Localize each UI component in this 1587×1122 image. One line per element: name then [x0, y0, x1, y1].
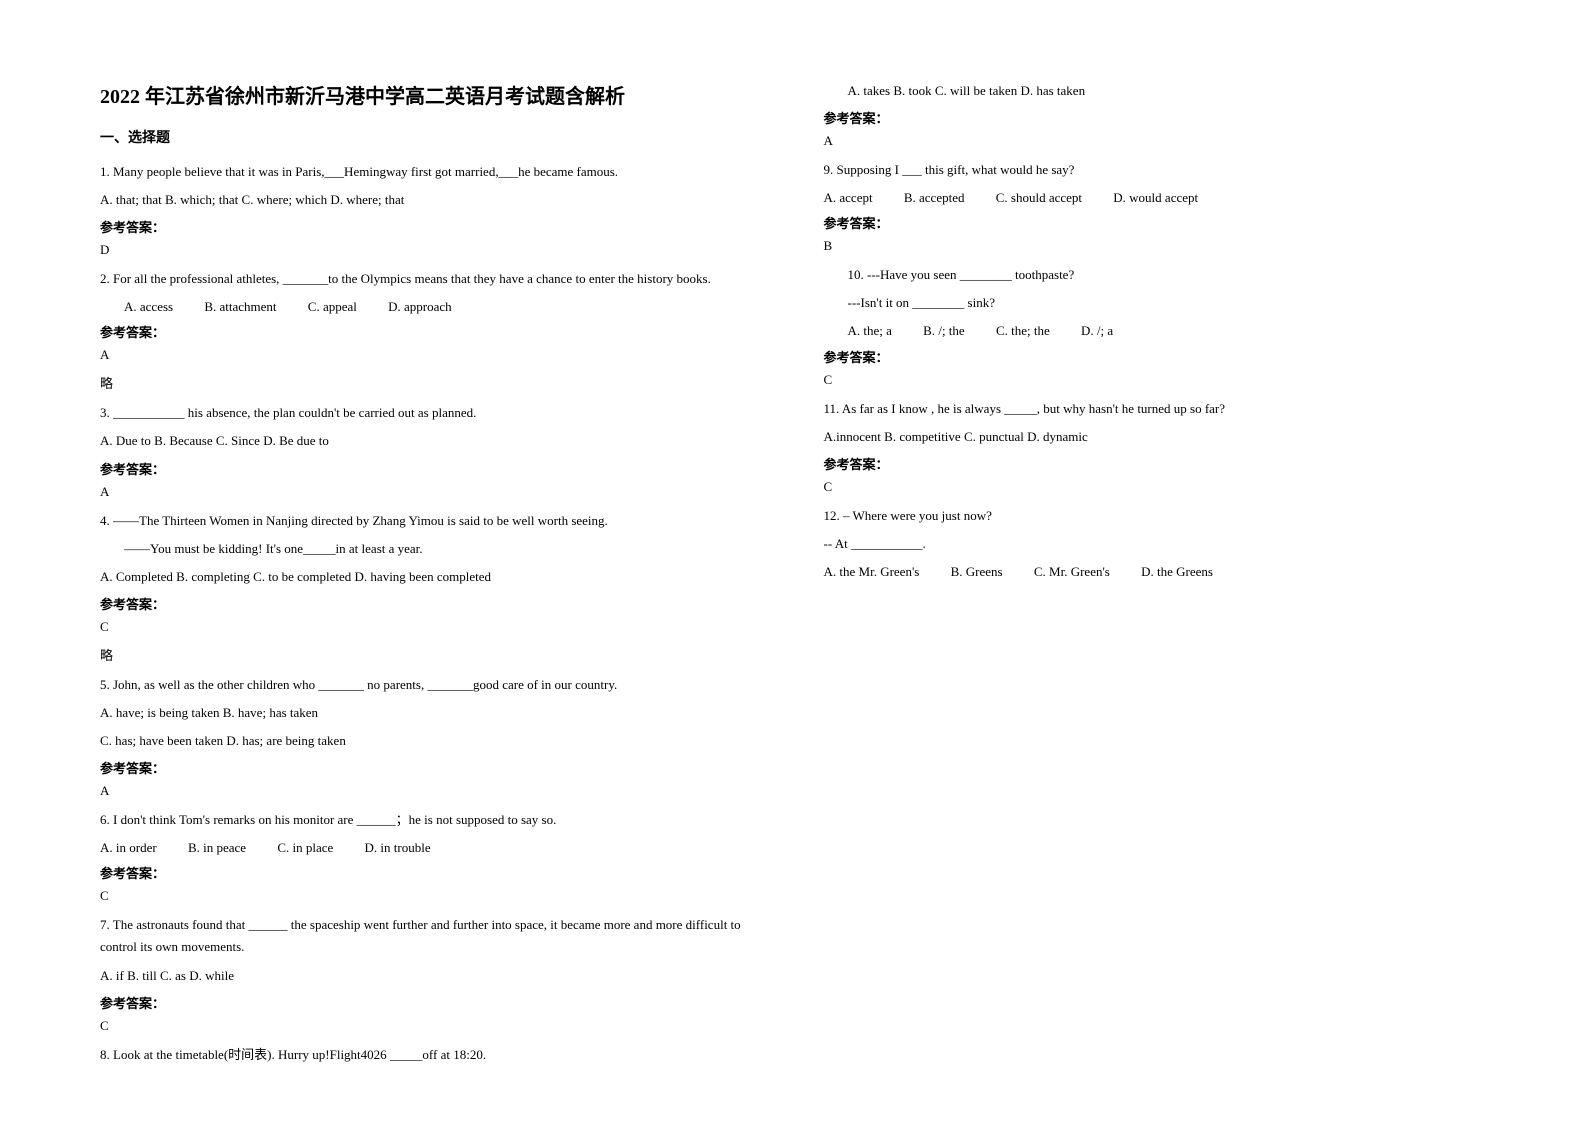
q10-opt-a: A. the; a	[848, 320, 892, 342]
q11-options: A.innocent B. competitive C. punctual D.…	[824, 426, 1488, 448]
q9-answer: B	[824, 238, 1488, 254]
q12-opt-a: A. the Mr. Green's	[824, 561, 920, 583]
q4-options: A. Completed B. completing C. to be comp…	[100, 566, 764, 588]
q10-line1: 10. ---Have you seen ________ toothpaste…	[824, 264, 1488, 286]
section-heading: 一、选择题	[100, 127, 764, 147]
answer-label: 参考答案：	[100, 594, 764, 613]
q5-answer: A	[100, 783, 764, 799]
q6-stem: 6. I don't think Tom's remarks on his mo…	[100, 809, 764, 831]
q8-stem: 8. Look at the timetable(时间表). Hurry up!…	[100, 1044, 764, 1066]
q6-opt-c: C. in place	[277, 837, 333, 859]
q11-answer: C	[824, 479, 1488, 495]
q5-opt-row1: A. have; is being taken B. have; has tak…	[100, 702, 764, 724]
answer-label: 参考答案：	[824, 454, 1488, 473]
q9-opt-a: A. accept	[824, 187, 873, 209]
q12-options: A. the Mr. Green's B. Greens C. Mr. Gree…	[824, 561, 1488, 583]
q5-stem: 5. John, as well as the other children w…	[100, 674, 764, 696]
question-10: 10. ---Have you seen ________ toothpaste…	[824, 264, 1488, 387]
q2-options: A. access B. attachment C. appeal D. app…	[100, 296, 764, 318]
q4-line2: ——You must be kidding! It's one_____in a…	[100, 538, 764, 560]
q8-options: A. takes B. took C. will be taken D. has…	[824, 80, 1488, 102]
answer-label: 参考答案：	[100, 459, 764, 478]
question-11: 11. As far as I know , he is always ____…	[824, 398, 1488, 495]
q12-opt-c: C. Mr. Green's	[1034, 561, 1110, 583]
q9-opt-b: B. accepted	[904, 187, 965, 209]
question-4: 4. ——The Thirteen Women in Nanjing direc…	[100, 510, 764, 664]
q5-opt-row2: C. has; have been taken D. has; are bein…	[100, 730, 764, 752]
q12-opt-b: B. Greens	[951, 561, 1003, 583]
q10-answer: C	[824, 372, 1488, 388]
q2-note: 略	[100, 373, 764, 392]
q6-opt-d: D. in trouble	[365, 837, 431, 859]
question-2: 2. For all the professional athletes, __…	[100, 268, 764, 392]
question-6: 6. I don't think Tom's remarks on his mo…	[100, 809, 764, 904]
q9-stem: 9. Supposing I ___ this gift, what would…	[824, 159, 1488, 181]
q1-answer: D	[100, 242, 764, 258]
question-7: 7. The astronauts found that ______ the …	[100, 914, 764, 1033]
q6-opt-a: A. in order	[100, 837, 157, 859]
q2-opt-b: B. attachment	[204, 296, 276, 318]
q7-stem: 7. The astronauts found that ______ the …	[100, 914, 764, 958]
q4-answer: C	[100, 619, 764, 635]
page-title: 2022 年江苏省徐州市新沂马港中学高二英语月考试题含解析	[100, 80, 764, 109]
q4-line1: 4. ——The Thirteen Women in Nanjing direc…	[100, 510, 764, 532]
question-12: 12. – Where were you just now? -- At ___…	[824, 505, 1488, 583]
q1-options: A. that; that B. which; that C. where; w…	[100, 189, 764, 211]
q12-line2: -- At ___________.	[824, 533, 1488, 555]
q12-opt-d: D. the Greens	[1141, 561, 1213, 583]
q8-answer: A	[824, 133, 1488, 149]
answer-label: 参考答案：	[100, 993, 764, 1012]
answer-label: 参考答案：	[100, 217, 764, 236]
q7-answer: C	[100, 1018, 764, 1034]
exam-page: 2022 年江苏省徐州市新沂马港中学高二英语月考试题含解析 一、选择题 1. M…	[100, 80, 1487, 1082]
q9-opt-d: D. would accept	[1113, 187, 1198, 209]
q2-answer: A	[100, 347, 764, 363]
answer-label: 参考答案：	[824, 213, 1488, 232]
q6-answer: C	[100, 888, 764, 904]
q4-note: 略	[100, 645, 764, 664]
q2-opt-c: C. appeal	[308, 296, 357, 318]
answer-label: 参考答案：	[100, 758, 764, 777]
q10-opt-d: D. /; a	[1081, 320, 1113, 342]
answer-label: 参考答案：	[824, 108, 1488, 127]
answer-label: 参考答案：	[824, 347, 1488, 366]
q10-options: A. the; a B. /; the C. the; the D. /; a	[824, 320, 1488, 342]
q2-stem: 2. For all the professional athletes, __…	[100, 268, 764, 290]
q2-opt-d: D. approach	[388, 296, 452, 318]
question-5: 5. John, as well as the other children w…	[100, 674, 764, 799]
q10-line2: ---Isn't it on ________ sink?	[824, 292, 1488, 314]
question-9: 9. Supposing I ___ this gift, what would…	[824, 159, 1488, 254]
q7-options: A. if B. till C. as D. while	[100, 965, 764, 987]
answer-label: 参考答案：	[100, 863, 764, 882]
q3-options: A. Due to B. Because C. Since D. Be due …	[100, 430, 764, 452]
q10-opt-c: C. the; the	[996, 320, 1050, 342]
q6-options: A. in order B. in peace C. in place D. i…	[100, 837, 764, 859]
q3-answer: A	[100, 484, 764, 500]
question-1: 1. Many people believe that it was in Pa…	[100, 161, 764, 258]
q9-options: A. accept B. accepted C. should accept D…	[824, 187, 1488, 209]
q3-stem: 3. ___________ his absence, the plan cou…	[100, 402, 764, 424]
q6-opt-b: B. in peace	[188, 837, 246, 859]
q12-line1: 12. – Where were you just now?	[824, 505, 1488, 527]
question-3: 3. ___________ his absence, the plan cou…	[100, 402, 764, 499]
q1-stem: 1. Many people believe that it was in Pa…	[100, 161, 764, 183]
q10-opt-b: B. /; the	[923, 320, 965, 342]
q2-opt-a: A. access	[124, 296, 173, 318]
q9-opt-c: C. should accept	[996, 187, 1082, 209]
answer-label: 参考答案：	[100, 322, 764, 341]
q11-stem: 11. As far as I know , he is always ____…	[824, 398, 1488, 420]
